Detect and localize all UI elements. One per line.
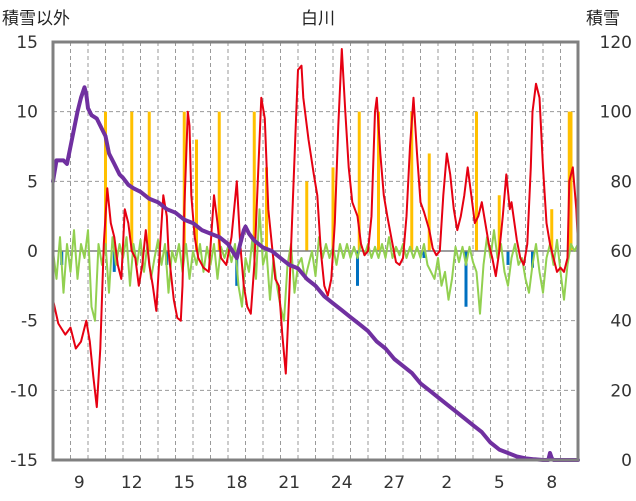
x-tick-label: 9 [74, 473, 85, 493]
precip-bar [305, 181, 309, 251]
x-tick-label: 2 [441, 473, 452, 493]
left-axis-label: 積雪以外 [2, 9, 70, 29]
negative-bar [422, 251, 426, 258]
series-lines [51, 48, 580, 462]
x-tick-label: 8 [546, 473, 557, 493]
temperature-line [52, 48, 579, 409]
x-tick-label: 21 [278, 473, 300, 493]
precip-bar [497, 195, 501, 251]
precip-bar [569, 111, 573, 252]
plot-border [51, 40, 580, 462]
left-tick-label: -5 [21, 312, 38, 332]
precip-bar [427, 153, 431, 251]
right-tick-label: 40 [610, 312, 632, 332]
right-tick-label: 120 [600, 33, 632, 53]
right-tick-label: 0 [621, 451, 632, 471]
negative-bar [356, 251, 359, 286]
negative-bar [464, 251, 468, 307]
x-tick-label: 24 [331, 473, 353, 493]
right-tick-label: 80 [610, 172, 632, 192]
right-axis-label: 積雪 [586, 9, 620, 29]
plot-frame [51, 40, 580, 462]
snow-change-line [52, 208, 579, 322]
left-tick-label: 5 [27, 172, 38, 192]
right-tick-label: 60 [610, 242, 632, 262]
left-tick-label: -15 [10, 451, 38, 471]
precip-bar [331, 167, 335, 251]
precip-bar [195, 139, 198, 251]
left-tick-label: -10 [10, 381, 38, 401]
precip-bar [265, 167, 268, 251]
precip-bar [377, 111, 380, 252]
precip-bar [182, 111, 186, 252]
precip-bar [410, 111, 414, 252]
precip-bar [104, 111, 107, 252]
left-tick-label: 0 [27, 242, 38, 262]
x-tick-label: 18 [226, 473, 248, 493]
right-tick-label: 20 [610, 381, 632, 401]
right-tick-label: 100 [600, 103, 632, 123]
precip-bar [475, 111, 478, 252]
x-tick-label: 12 [121, 473, 143, 493]
x-tick-label: 15 [173, 473, 195, 493]
x-tick-label: 5 [494, 473, 505, 493]
snow-depth-line [51, 85, 580, 462]
negative-bar [112, 251, 116, 272]
precip-bar [357, 111, 361, 252]
precip-bar [147, 111, 151, 252]
precip-bar [217, 111, 221, 252]
grid [53, 42, 578, 460]
precip-bar [252, 111, 256, 252]
chart-title: 白川 [301, 9, 335, 29]
left-tick-label: 10 [16, 103, 38, 123]
x-tick-label: 27 [383, 473, 405, 493]
precip-bar [550, 209, 554, 251]
tick-labels: 15 10 5 0 -5 -10 -15 120 100 80 60 40 20 0 9 12 15 18 21 24… [10, 33, 632, 493]
precip-bar [130, 111, 134, 252]
left-tick-label: 15 [16, 33, 38, 53]
negative-bar [506, 251, 510, 265]
